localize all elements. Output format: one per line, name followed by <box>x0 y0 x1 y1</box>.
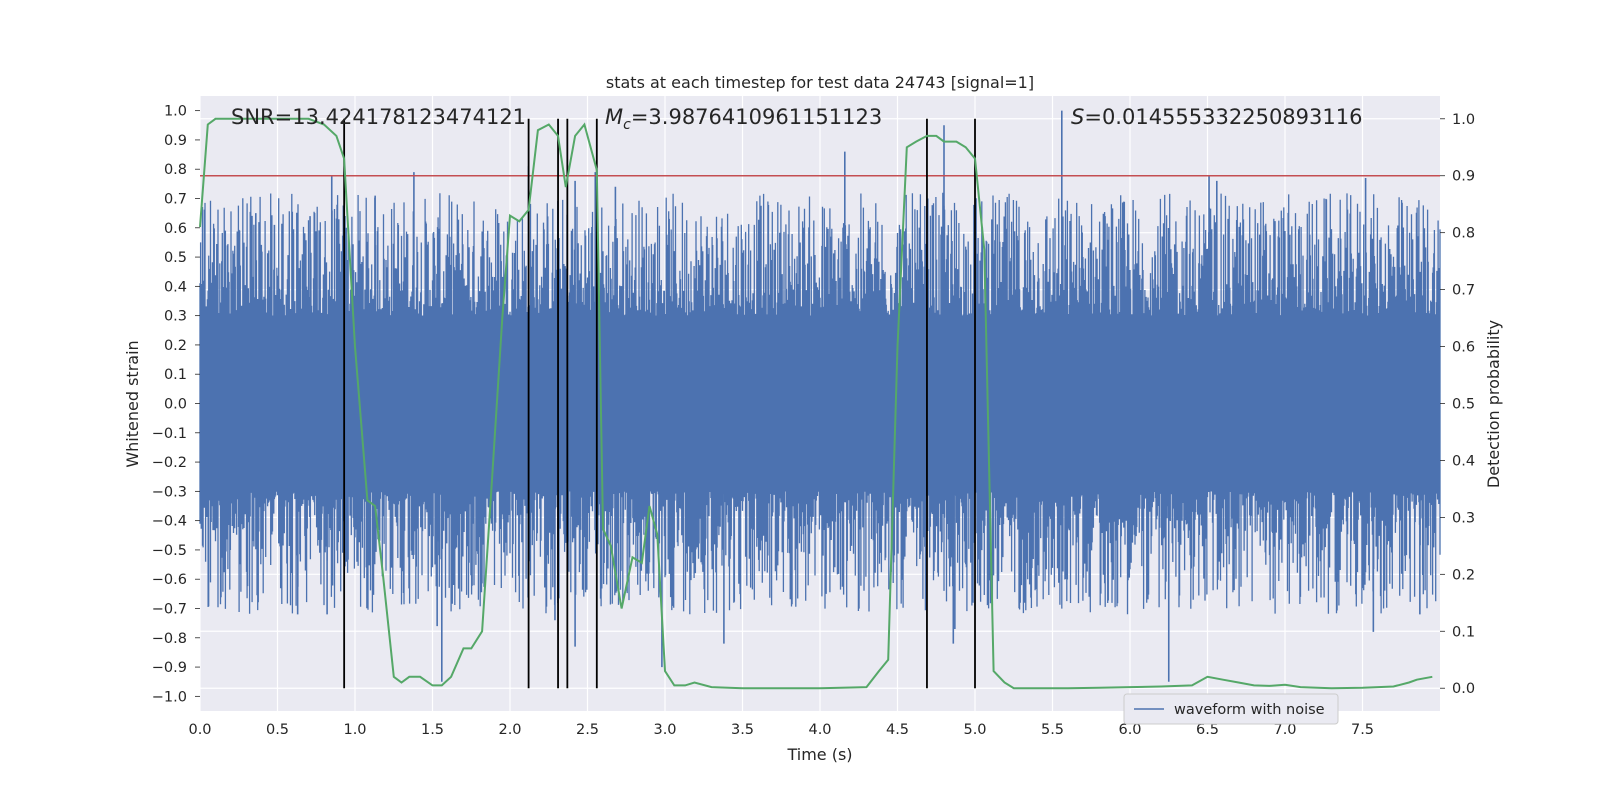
x-tick-label: 0.5 <box>266 722 289 738</box>
y-right-tick-label: 0.8 <box>1452 226 1475 242</box>
y-right-tick-label: 0.3 <box>1452 510 1475 526</box>
x-tick-label: 1.5 <box>421 722 444 738</box>
y-tick-label: −0.8 <box>152 631 187 647</box>
snr-annotation: SNR=13.424178123474121 <box>231 105 526 129</box>
y-axis-title: Whitened strain <box>123 340 142 467</box>
y-right-tick-label: 0.7 <box>1452 283 1475 299</box>
y-tick-label: −0.1 <box>152 426 187 442</box>
mc-symbol: M <box>605 105 623 129</box>
y-tick-label: 0.7 <box>164 192 187 208</box>
legend-label: waveform with noise <box>1174 702 1325 718</box>
mc-value: =3.9876410961151123 <box>631 105 882 129</box>
y-right-tick-label: 0.2 <box>1452 567 1475 583</box>
x-tick-label: 6.0 <box>1118 722 1141 738</box>
y-tick-label: 0.2 <box>164 338 187 354</box>
y-tick-label: −0.2 <box>152 455 187 471</box>
y-tick-label: 0.5 <box>164 250 187 266</box>
ticks: 0.0 0.5 1.0 1.5 2.0 2.5 3.0 3.5 4.0 4.5 5.0 5.5 6.0 6… <box>152 104 1475 738</box>
y-tick-label: −0.5 <box>152 543 187 559</box>
chart-title: stats at each timestep for test data 247… <box>606 73 1034 92</box>
y-tick-label: 0.1 <box>164 367 187 383</box>
y-tick-label: 0.4 <box>164 279 187 295</box>
x-tick-label: 1.0 <box>343 722 366 738</box>
y-right-tick-label: 0.4 <box>1452 453 1475 469</box>
x-tick-label: 3.0 <box>653 722 676 738</box>
probability-series <box>199 117 1433 690</box>
chirp-mass-annotation: Mc=3.9876410961151123 <box>605 105 882 133</box>
y-tick-label: 1.0 <box>164 104 187 120</box>
detection-probability-line <box>199 117 1433 690</box>
y-tick-label: 0.0 <box>164 397 187 413</box>
x-tick-label: 2.0 <box>498 722 521 738</box>
y-right-tick-label: 0.1 <box>1452 624 1475 640</box>
y-tick-label: −0.9 <box>152 660 187 676</box>
y-right-tick-label: 0.5 <box>1452 397 1475 413</box>
x-tick-label: 7.0 <box>1273 722 1296 738</box>
y-tick-label: −0.6 <box>152 572 187 588</box>
y-right-tick-label: 0.9 <box>1452 169 1475 185</box>
x-tick-label: 3.5 <box>731 722 754 738</box>
y-right-tick-label: 0.6 <box>1452 340 1475 356</box>
s-annotation: S=0.014555332250893116 <box>1071 105 1362 129</box>
mc-subscript: c <box>623 117 631 133</box>
y-tick-label: 0.9 <box>164 133 187 149</box>
x-tick-label: 5.0 <box>963 722 986 738</box>
x-tick-label: 0.0 <box>188 722 211 738</box>
x-tick-label: 6.5 <box>1196 722 1219 738</box>
y-tick-label: −0.4 <box>152 514 187 530</box>
y-axis-right-title: Detection probability <box>1484 320 1503 488</box>
y-tick-label: 0.8 <box>164 162 187 178</box>
y-tick-label: 0.6 <box>164 221 187 237</box>
y-tick-label: −1.0 <box>152 689 187 705</box>
x-tick-label: 7.5 <box>1351 722 1374 738</box>
strain-series <box>199 110 1441 682</box>
y-tick-label: 0.3 <box>164 309 187 325</box>
x-tick-label: 2.5 <box>576 722 599 738</box>
legend-box <box>1123 693 1339 725</box>
y-tick-label: −0.3 <box>152 484 187 500</box>
y-right-tick-label: 0.0 <box>1452 681 1475 697</box>
x-axis-title: Time (s) <box>786 745 852 764</box>
x-tick-label: 4.5 <box>886 722 909 738</box>
x-tick-label: 4.0 <box>808 722 831 738</box>
legend: waveform with noise <box>1123 693 1339 725</box>
s-symbol: S <box>1071 105 1084 129</box>
y-tick-label: −0.7 <box>152 602 187 618</box>
y-right-tick-label: 1.0 <box>1452 112 1475 128</box>
s-value: =0.014555332250893116 <box>1084 105 1362 129</box>
x-tick-label: 5.5 <box>1041 722 1064 738</box>
